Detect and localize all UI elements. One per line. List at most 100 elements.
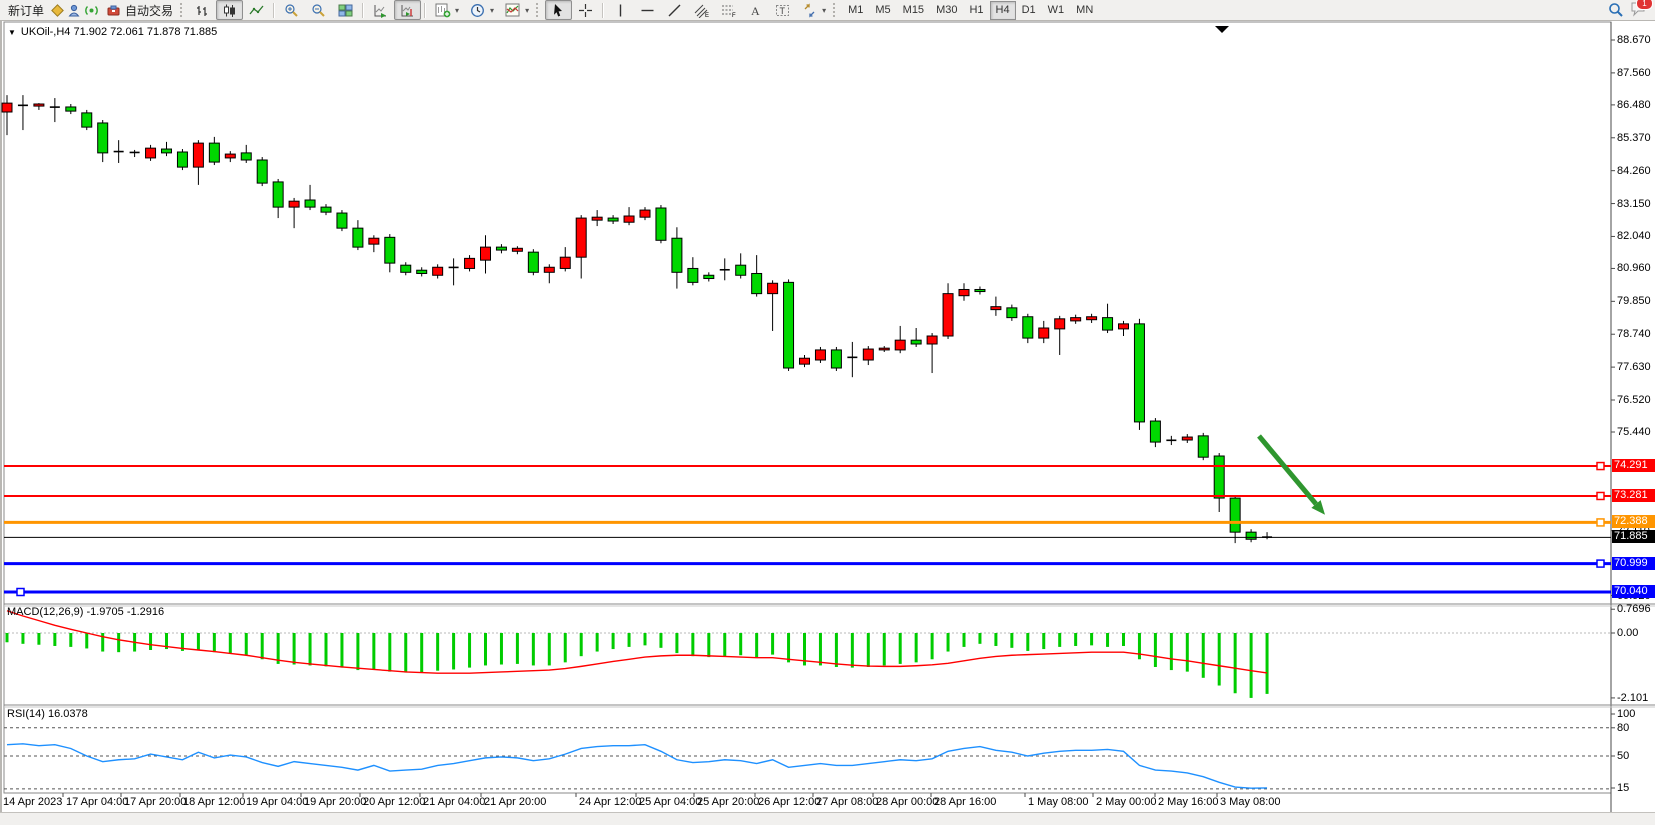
macd-axis-label: 0.7696 [1617, 603, 1651, 616]
timeframe-m30-button[interactable]: M30 [936, 4, 958, 16]
candle-body [703, 274, 715, 280]
timeframe-m1-button[interactable]: M1 [848, 4, 864, 16]
chevron-down-icon: ▾ [525, 5, 530, 15]
one-click-trading-collapse-icon[interactable]: ▼ [8, 27, 16, 37]
chevron-down-icon: ▾ [822, 5, 827, 15]
macd-histogram-bar [340, 633, 344, 668]
macd-histogram-bar [356, 633, 360, 671]
candle-body [1229, 497, 1241, 533]
cursor-button[interactable] [545, 0, 573, 20]
level-line-handle[interactable] [1596, 518, 1605, 527]
vertical-line-button[interactable] [607, 0, 634, 20]
timeframe-w1-button[interactable]: W1 [1047, 4, 1065, 16]
macd-histogram-bar [1233, 633, 1237, 694]
time-axis-label: 21 Apr 04:00 [423, 796, 486, 808]
candle-body [161, 148, 172, 154]
arrows-icon [801, 2, 818, 18]
autotrading-icon [105, 2, 122, 18]
level-line-handle[interactable] [16, 587, 25, 597]
arrows-button[interactable]: ▾ [796, 0, 831, 20]
trendline-icon [666, 2, 683, 18]
candle-body [799, 357, 810, 365]
toolbar-grip[interactable] [180, 3, 185, 17]
price-level-badge: 74.291 [1612, 459, 1655, 473]
macd-histogram-bar [37, 633, 41, 645]
search-icon[interactable] [1607, 2, 1624, 18]
svg-text:E: E [705, 13, 709, 18]
symbol-ohlc-text: UKOil-,H4 71.902 72.061 71.878 71.885 [20, 26, 218, 38]
time-axis-label: 2 May 00:00 [1096, 796, 1157, 808]
periods-button[interactable]: ▾ [464, 0, 499, 20]
svg-text:A: A [751, 4, 760, 18]
zoom-out-button[interactable] [305, 0, 332, 20]
macd-histogram-bar [803, 633, 806, 666]
autotrading-button[interactable]: 自动交易 [100, 0, 178, 20]
candle-body [97, 122, 109, 154]
candle-body [1086, 316, 1098, 321]
fibonacci-button[interactable]: F [715, 0, 742, 20]
timeframe-h4-button[interactable]: H4 [989, 0, 1016, 20]
signals-icon[interactable] [83, 2, 100, 18]
candle-body [192, 142, 204, 168]
status-bar [0, 812, 1655, 825]
candle-body [480, 246, 491, 261]
auto-scroll-button[interactable] [367, 0, 394, 20]
chat-button[interactable]: 1 [1630, 0, 1653, 20]
zoom-in-button[interactable] [278, 0, 305, 20]
candlestick-chart-button[interactable] [216, 0, 244, 20]
price-level-badge: 72.388 [1612, 515, 1655, 529]
new-chart-button[interactable]: ▾ [429, 0, 464, 20]
text-label-button[interactable]: T [769, 0, 796, 20]
time-axis-label: 25 Apr 20:00 [697, 796, 760, 808]
timeframe-h1-button[interactable]: H1 [969, 4, 984, 16]
equidistant-channel-button[interactable]: E [688, 0, 715, 20]
macd-histogram-bar [308, 633, 312, 666]
price-axis-label: 84.260 [1617, 164, 1651, 177]
level-line-handle[interactable] [1596, 461, 1605, 471]
macd-histogram-bar [1137, 633, 1141, 660]
vertical-line-icon [612, 2, 629, 18]
data-window-icon[interactable] [66, 2, 83, 18]
horizontal-line-button[interactable] [634, 0, 661, 20]
macd-histogram-bar [452, 633, 456, 670]
toolbar-grip[interactable] [536, 3, 541, 17]
line-chart-button[interactable] [243, 0, 270, 20]
candle-body [1149, 420, 1161, 443]
candle-body [814, 349, 826, 361]
rsi-axis-label: 50 [1617, 750, 1630, 762]
macd-histogram-bar [69, 633, 73, 647]
price-level-badge: 71.885 [1612, 530, 1655, 544]
new-order-button[interactable]: 新订单 [3, 0, 49, 20]
macd-histogram-bar [180, 633, 184, 651]
timeframe-m15-button[interactable]: M15 [902, 4, 925, 16]
timeframe-d1-button[interactable]: D1 [1021, 4, 1036, 16]
trendline-button[interactable] [661, 0, 688, 20]
macd-signal-line [6, 610, 1268, 674]
crosshair-button[interactable] [572, 0, 599, 20]
chart-shift-marker[interactable] [1215, 26, 1229, 33]
indicators-button[interactable]: ▾ [499, 0, 534, 20]
price-axis-label: 75.440 [1617, 426, 1651, 438]
macd-histogram-bar [1010, 633, 1014, 648]
candle-body [671, 237, 683, 273]
down-arrow-object[interactable] [1257, 434, 1318, 506]
tile-windows-button[interactable] [332, 0, 359, 20]
level-line-handle[interactable] [1596, 559, 1605, 568]
candle-body [368, 237, 380, 245]
toolbar-grip[interactable] [833, 3, 838, 17]
chart-shift-button[interactable] [394, 0, 422, 20]
candle-body [830, 349, 842, 369]
macd-histogram-bar [276, 633, 280, 664]
bar-chart-button[interactable] [189, 0, 216, 20]
macd-histogram-bar [1249, 633, 1253, 698]
time-axis-label: 19 Apr 20:00 [304, 796, 367, 808]
timeframe-mn-button[interactable]: MN [1076, 4, 1094, 16]
macd-histogram-bar [388, 633, 392, 672]
candle-body [224, 153, 236, 159]
level-line-handle[interactable] [1596, 491, 1605, 501]
market-watch-icon[interactable] [49, 2, 66, 18]
timeframe-m5-button[interactable]: M5 [875, 4, 891, 16]
arrow-head[interactable] [1311, 500, 1325, 515]
text-button[interactable]: A [742, 0, 769, 20]
